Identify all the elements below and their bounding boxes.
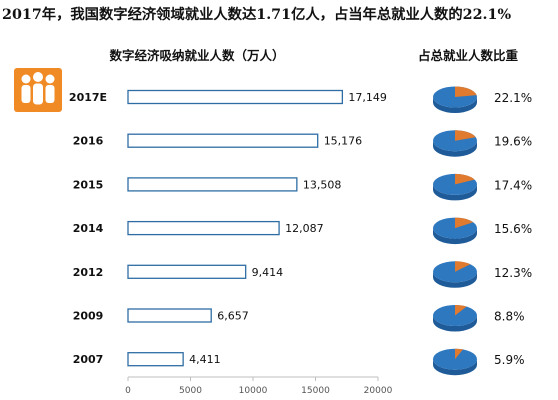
- bar: [127, 264, 247, 279]
- pie-share-slice: [455, 305, 467, 316]
- x-tick-label: 0: [125, 386, 131, 396]
- bar-value-label: 13,508: [303, 178, 342, 191]
- pie-value-label: 8.8%: [494, 310, 525, 324]
- bar: [127, 308, 212, 323]
- pie-value-label: 19.6%: [494, 135, 532, 149]
- pie-chart-title: 占总就业人数比重: [417, 48, 518, 63]
- bar-value-label: 9,414: [252, 266, 283, 279]
- bar-category-label: 2014: [73, 222, 104, 235]
- pie-value-label: 5.9%: [494, 353, 525, 367]
- pie-value-label: 12.3%: [494, 266, 532, 280]
- pie-side: [433, 140, 477, 157]
- bar: [127, 352, 184, 367]
- bar-category-label: 2015: [73, 178, 104, 191]
- bar: [127, 177, 298, 192]
- pie-share-slice: [455, 261, 471, 272]
- bar-value-label: 12,087: [285, 222, 324, 235]
- pie-share-slice: [455, 217, 474, 229]
- pie-share-slice: [455, 86, 477, 97]
- pie-value-label: 22.1%: [494, 91, 532, 105]
- x-tick-label: 20000: [364, 386, 393, 396]
- pie-side: [433, 184, 477, 201]
- page-headline: 2017年，我国数字经济领域就业人数达1.71亿人，占当年总就业人数的22.1%: [2, 7, 512, 23]
- bar-value-label: 4,411: [189, 353, 221, 366]
- x-tick-label: 5000: [179, 386, 202, 396]
- pie-side: [433, 315, 477, 332]
- people-icon: [14, 68, 62, 112]
- pie-side: [433, 271, 477, 288]
- x-tick-label: 15000: [301, 386, 330, 396]
- bar-category-label: 2012: [73, 266, 104, 279]
- pie-side: [433, 228, 477, 245]
- bar-value-label: 17,149: [348, 91, 387, 104]
- bar-category-label: 2017E: [69, 91, 107, 104]
- bar: [127, 133, 319, 148]
- pie-share-slice: [455, 173, 475, 185]
- bar-category-label: 2016: [73, 135, 104, 148]
- bar-category-label: 2009: [73, 310, 104, 323]
- bar: [127, 89, 344, 105]
- bar: [127, 220, 280, 236]
- pie-share-slice: [455, 348, 463, 360]
- bar-chart-title: 数字经济吸纳就业人数（万人）: [109, 48, 285, 63]
- pie-value-label: 15.6%: [494, 222, 532, 236]
- bar-category-label: 2007: [73, 353, 104, 366]
- pie-side: [433, 359, 477, 376]
- pie-side: [433, 97, 477, 113]
- bar-value-label: 15,176: [324, 135, 363, 148]
- x-tick-label: 10000: [239, 386, 268, 396]
- pie-value-label: 17.4%: [494, 178, 532, 192]
- bar-value-label: 6,657: [217, 310, 249, 323]
- pie-share-slice: [455, 130, 476, 141]
